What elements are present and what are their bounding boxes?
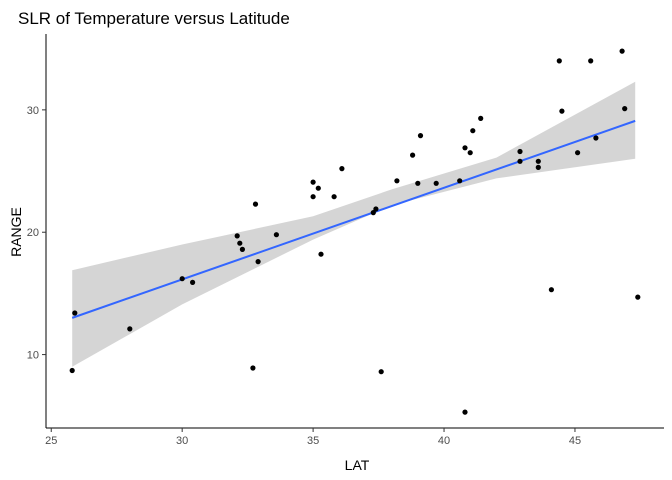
- data-point: [252, 201, 259, 207]
- data-point: [588, 58, 594, 64]
- y-axis-ticks: 10 20 30: [27, 105, 46, 362]
- data-point: [535, 164, 541, 170]
- data-point: [548, 287, 555, 293]
- data-point: [517, 158, 523, 164]
- data-points-layer: [69, 48, 641, 415]
- x-axis-title: LAT: [345, 457, 370, 473]
- data-point: [622, 106, 628, 112]
- data-point: [179, 276, 185, 282]
- data-point: [517, 148, 523, 155]
- data-point: [255, 259, 261, 265]
- data-point: [457, 178, 463, 184]
- data-point: [315, 185, 321, 191]
- data-point: [237, 240, 243, 246]
- data-point: [127, 326, 133, 332]
- data-point: [273, 232, 279, 238]
- x-tick-label: 30: [176, 435, 188, 447]
- regression-line: [71, 119, 636, 319]
- data-point: [535, 158, 541, 164]
- data-point: [234, 233, 240, 239]
- x-tick-label: 40: [438, 435, 450, 447]
- data-point: [318, 251, 324, 257]
- data-point: [339, 166, 345, 172]
- data-point: [556, 58, 562, 64]
- data-point: [417, 133, 424, 139]
- data-point: [69, 367, 75, 374]
- data-point: [467, 150, 473, 156]
- x-axis-ticks: 25 30 35 40 45: [45, 428, 581, 447]
- data-point: [370, 210, 376, 216]
- data-point: [250, 365, 256, 371]
- data-point: [478, 115, 484, 121]
- regression-line-layer: [71, 119, 636, 319]
- data-point: [433, 180, 439, 186]
- y-tick-label: 10: [27, 350, 39, 362]
- data-point: [462, 145, 468, 151]
- data-point: [394, 178, 400, 184]
- x-tick-label: 45: [569, 435, 581, 447]
- x-tick-label: 35: [307, 435, 319, 447]
- data-point: [373, 206, 379, 212]
- data-point: [310, 179, 316, 185]
- data-point: [575, 150, 581, 156]
- data-point: [415, 180, 421, 186]
- data-point: [239, 246, 245, 252]
- data-point: [619, 48, 625, 54]
- confidence-band-layer: [72, 81, 636, 367]
- confidence-band: [72, 81, 636, 367]
- data-point: [378, 369, 384, 375]
- y-axis-title: RANGE: [8, 207, 24, 257]
- x-tick-label: 25: [45, 435, 57, 447]
- data-point: [593, 135, 599, 141]
- data-point: [72, 310, 78, 316]
- data-point: [470, 128, 476, 134]
- y-tick-label: 20: [27, 227, 39, 239]
- data-point: [310, 194, 316, 200]
- chart-title: SLR of Temperature versus Latitude: [18, 9, 290, 28]
- y-tick-label: 30: [27, 105, 39, 117]
- data-point: [559, 108, 565, 114]
- data-point: [190, 279, 196, 285]
- data-point: [331, 194, 337, 200]
- data-point: [635, 294, 641, 300]
- data-point: [462, 409, 468, 415]
- data-point: [410, 152, 416, 158]
